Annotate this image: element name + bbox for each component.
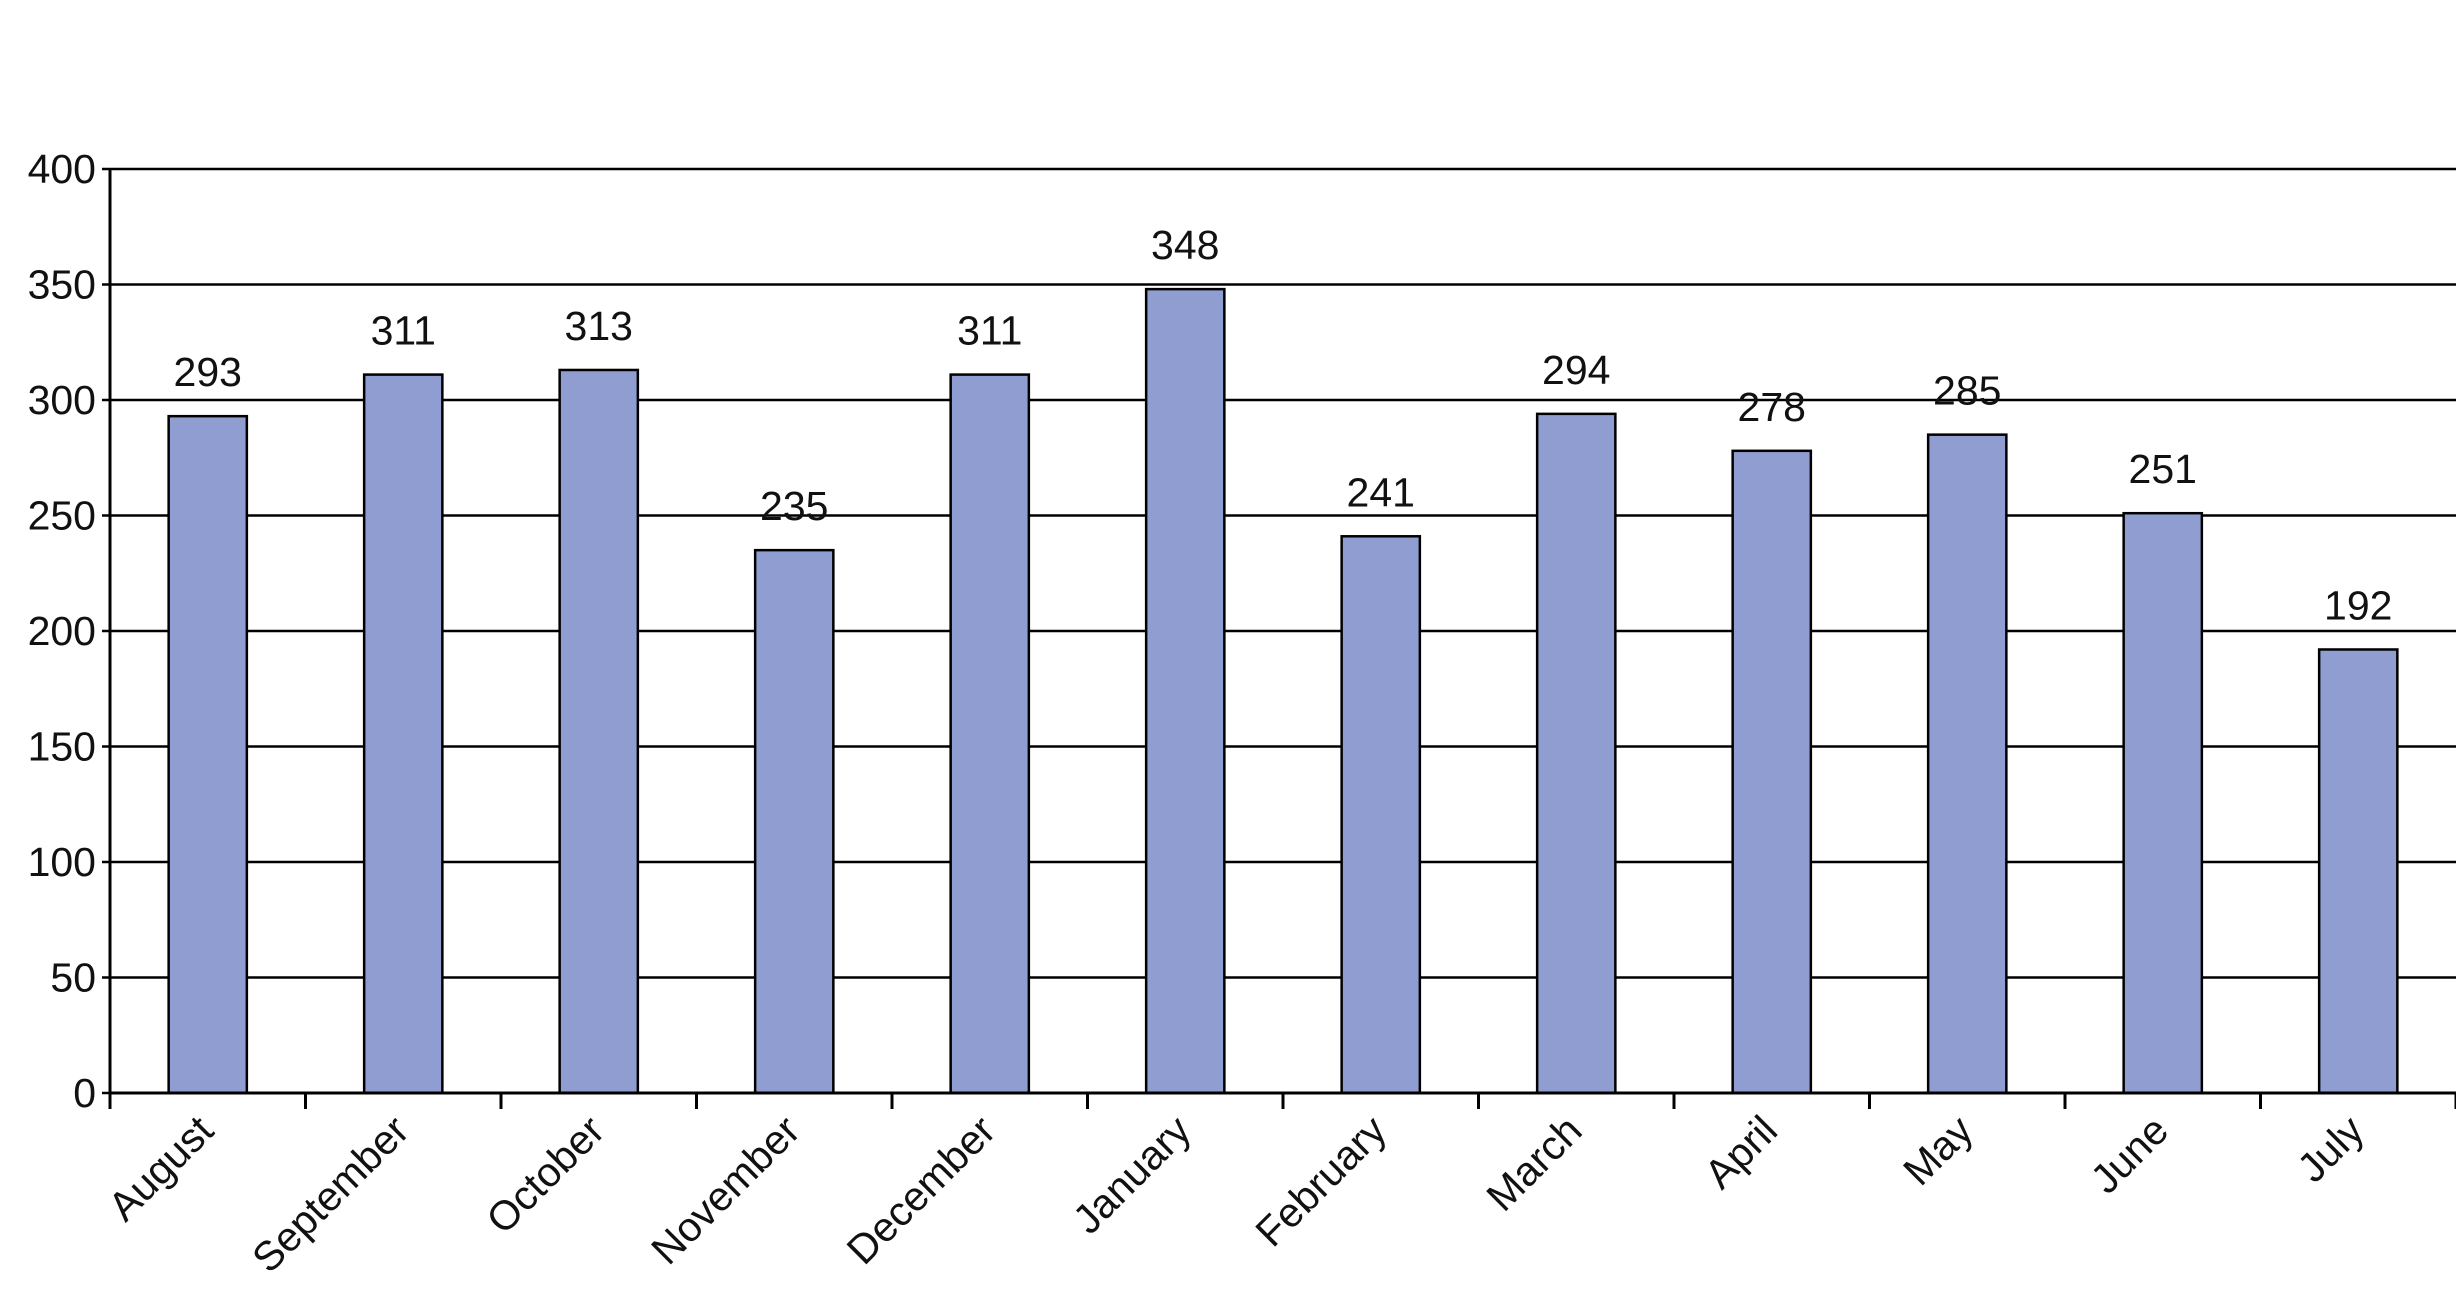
value-label: 311 [371, 308, 436, 354]
x-tick-label: May [1894, 1106, 1982, 1194]
y-tick-label: 350 [28, 262, 96, 308]
y-tick-label: 100 [28, 839, 96, 885]
value-label: 293 [174, 349, 242, 395]
y-tick-label: 200 [28, 608, 96, 654]
x-tick-label: November [642, 1107, 808, 1273]
y-tick-label: 50 [50, 955, 96, 1001]
bar [2317, 648, 2399, 1095]
x-tick-label: August [99, 1106, 222, 1229]
x-tick-label: January [1064, 1106, 1200, 1242]
value-label: 235 [760, 483, 828, 529]
x-tick-label: February [1247, 1106, 1396, 1255]
value-label: 294 [1542, 347, 1610, 393]
value-label: 285 [1933, 368, 2001, 414]
bar [1340, 535, 1422, 1095]
bar [1535, 412, 1617, 1095]
bar [2122, 511, 2204, 1095]
value-label: 311 [957, 308, 1022, 354]
x-tick-label: April [1696, 1107, 1787, 1198]
x-tick-label: December [838, 1107, 1004, 1273]
value-label: 348 [1151, 222, 1219, 268]
value-label: 241 [1347, 469, 1415, 515]
bar [362, 373, 444, 1095]
bar [1144, 287, 1226, 1095]
x-tick-label: June [2082, 1107, 2177, 1202]
y-tick-label: 250 [28, 493, 96, 539]
x-tick-label: July [2289, 1106, 2373, 1190]
value-label: 192 [2324, 582, 2392, 628]
bar [1926, 433, 2008, 1095]
value-label: 251 [2129, 446, 2197, 492]
y-tick-label: 0 [73, 1070, 96, 1116]
bar [558, 368, 640, 1095]
x-tick-label: October [477, 1107, 613, 1243]
bar [167, 414, 249, 1095]
y-tick-label: 150 [28, 724, 96, 770]
value-label: 278 [1738, 384, 1806, 430]
bar [753, 548, 835, 1095]
x-tick-label: March [1478, 1107, 1591, 1220]
x-tick-label: September [243, 1107, 417, 1281]
bar [949, 373, 1031, 1095]
y-tick-label: 300 [28, 377, 96, 423]
bar [1731, 449, 1813, 1095]
value-label: 313 [565, 303, 633, 349]
y-tick-label: 400 [28, 146, 96, 192]
